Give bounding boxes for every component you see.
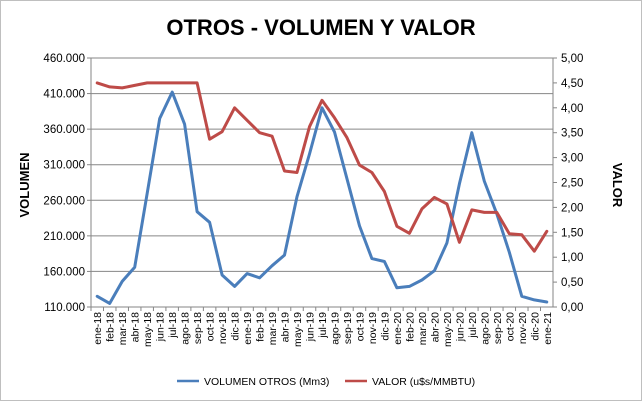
x-tick-label: sep-20 (492, 312, 504, 344)
x-tick-label: jun-20 (454, 312, 466, 342)
y-left-tick-label: 360.000 (43, 124, 85, 136)
y-left-tick-labels: 110.000 160.000 210.000 260.000 310.000 360.0… (43, 53, 91, 314)
y-right-tick-label: 3,00 (561, 153, 583, 165)
x-tick-label: oct-20 (504, 312, 516, 341)
legend: VOLUMEN OTROS (Mm3) VALOR (u$s/MMBTU) (177, 376, 475, 388)
x-tick-labels: ene-18 feb-18 mar-18 abr-18 may-18 jun-18 jul-… (90, 307, 554, 347)
y-left-tick-label: 410.000 (43, 89, 85, 101)
chart-title: OTROS - VOLUMEN Y VALOR (166, 15, 475, 40)
series-line-valor (95, 81, 549, 253)
y-right-tick-label: 4,50 (561, 78, 583, 90)
series-line-volumen (95, 90, 549, 305)
x-tick-label: sep-19 (342, 312, 354, 344)
x-tick-label: jul-20 (467, 312, 479, 339)
x-tick-label: abr-19 (280, 312, 292, 343)
x-tick-label: feb-20 (404, 312, 416, 342)
y-right-axis-title: VALOR (610, 163, 625, 208)
x-tick-label: jun-19 (305, 312, 317, 342)
x-tick-label: abr-20 (429, 312, 441, 343)
y-left-tick-label: 160.000 (43, 266, 85, 278)
x-tick-label: mar-18 (117, 312, 129, 345)
y-right-tick-label: 3,50 (561, 128, 583, 140)
y-left-tick-label: 260.000 (43, 195, 85, 207)
x-tick-label: jun-18 (155, 312, 167, 342)
x-tick-label: oct-18 (205, 312, 217, 341)
y-right-tick-label: 1,50 (561, 227, 583, 239)
x-tick-label: nov-18 (217, 312, 229, 344)
x-tick-label: feb-18 (105, 312, 117, 342)
x-tick-label: nov-19 (367, 312, 379, 344)
x-tick-label: ago-19 (329, 312, 341, 345)
x-tick-label: ago-18 (180, 312, 192, 345)
x-tick-label: sep-18 (192, 312, 204, 344)
x-tick-label: mar-19 (267, 312, 279, 345)
y-left-axis-title: VOLUMEN (17, 153, 32, 218)
x-tick-label: ene-18 (92, 312, 104, 345)
y-left-tick-label: 210.000 (43, 231, 85, 243)
y-right-tick-label: 0,50 (561, 277, 583, 289)
x-tick-label: dic-19 (379, 312, 391, 341)
x-tick-label: may-19 (292, 312, 304, 347)
x-tick-label: dic-20 (529, 312, 541, 341)
y-right-tick-label: 5,00 (561, 53, 583, 65)
series-lines (95, 81, 549, 305)
y-right-tick-label: 2,50 (561, 178, 583, 190)
gridlines (91, 57, 553, 272)
y-right-tick-label: 4,00 (561, 103, 583, 115)
x-tick-label: abr-18 (130, 312, 142, 343)
y-right-tick-label: 1,00 (561, 252, 583, 264)
y-right-tick-labels: 0,00 0,50 1,00 1,50 2,00 2,50 3,00 3,50 4,00 4,50… (553, 53, 583, 314)
x-tick-label: nov-20 (517, 312, 529, 344)
y-left-tick-label: 110.000 (44, 302, 85, 314)
x-tick-label: jul-18 (167, 312, 179, 339)
x-tick-label: may-20 (442, 312, 454, 347)
x-tick-label: oct-19 (354, 312, 366, 341)
x-tick-label: ago-20 (479, 312, 491, 345)
y-left-tick-label: 310.000 (43, 160, 85, 172)
x-tick-label: ene-21 (542, 312, 554, 345)
x-tick-label: mar-20 (417, 312, 429, 345)
x-tick-label: may-18 (142, 312, 154, 347)
x-tick-label: ene-19 (242, 312, 254, 345)
x-tick-label: ene-20 (392, 312, 404, 345)
legend-label-valor: VALOR (u$s/MMBTU) (372, 376, 475, 388)
x-tick-label: jul-19 (317, 312, 329, 339)
legend-label-volumen: VOLUMEN OTROS (Mm3) (204, 376, 329, 388)
y-left-tick-label: 460.000 (43, 53, 85, 65)
y-right-tick-label: 0,00 (561, 302, 583, 314)
x-tick-label: feb-19 (255, 312, 267, 342)
x-tick-label: dic-18 (230, 312, 242, 341)
y-right-tick-label: 2,00 (561, 202, 583, 214)
